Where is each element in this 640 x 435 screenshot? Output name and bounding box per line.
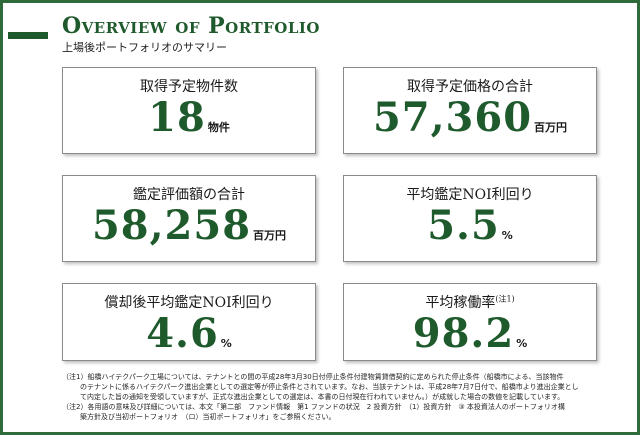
card-value: 5.5 [427,202,500,249]
footnote-line: て内定した旨の通知を受領していますが、正式な進出企業としての選定は、本書の日付現… [80,393,565,401]
card-value: 98.2 [412,310,515,357]
card-value: 4.6 [146,310,219,357]
footnote-line: （注2）各用語の意味及び詳細については、本文「第二部 ファンド情報 第1 ファン… [62,403,565,411]
card-average-noi-yield: 平均鑑定NOI利回り 5.5% [343,175,597,262]
card-label: 鑑定評価額の合計 [133,187,245,203]
card-unit: % [501,229,513,242]
card-property-count: 取得予定物件数 18 物件 [62,67,316,154]
card-value: 58,258 [91,202,252,249]
card-value: 57,360 [372,94,533,141]
card-value-row: 5.5% [344,206,596,246]
card-total-appraisal-value: 鑑定評価額の合計 58,258 百万円 [62,175,316,262]
card-unit: % [220,337,232,350]
card-label: 取得予定価格の合計 [407,79,533,95]
card-label: 取得予定物件数 [140,79,238,95]
card-label: 平均鑑定NOI利回り [406,187,534,203]
card-value-row: 4.6% [63,314,315,354]
card-label: 平均稼働率(注1) [425,294,515,311]
footnote-line: 築方針及び当初ポートフォリオ （ロ）当初ポートフォリオ」をご参照ください。 [80,413,336,421]
footnote-marker: (注1) [495,294,515,304]
card-average-occupancy: 平均稼働率(注1) 98.2% [343,283,597,361]
page-subtitle: 上場後ポートフォリオのサマリー [62,41,227,54]
card-total-acquisition-price: 取得予定価格の合計 57,360 百万円 [343,67,597,154]
card-unit: 物件 [207,121,230,134]
card-unit: 百万円 [253,229,287,242]
card-value-row: 57,360 百万円 [344,98,596,138]
header-accent-bar [8,32,48,39]
card-unit: 百万円 [534,121,568,134]
footnote-line: のテナントに係るハイテクパーク進出企業としての選定等が停止条件とされています。な… [80,383,579,391]
card-value-row: 98.2% [344,314,596,354]
footnote-line: （注1）船橋ハイテクパーク工場については、テナントとの間の平成28年3月30日付… [62,373,564,381]
footnotes: （注1）船橋ハイテクパーク工場については、テナントとの間の平成28年3月30日付… [62,372,622,422]
card-unit: % [516,337,528,350]
card-label: 償却後平均鑑定NOI利回り [104,295,274,311]
page-title: Overview of Portfolio [62,13,320,39]
card-post-depreciation-noi-yield: 償却後平均鑑定NOI利回り 4.6% [62,283,316,361]
card-value: 18 [148,94,206,141]
card-value-row: 58,258 百万円 [63,206,315,246]
card-value-row: 18 物件 [63,98,315,138]
